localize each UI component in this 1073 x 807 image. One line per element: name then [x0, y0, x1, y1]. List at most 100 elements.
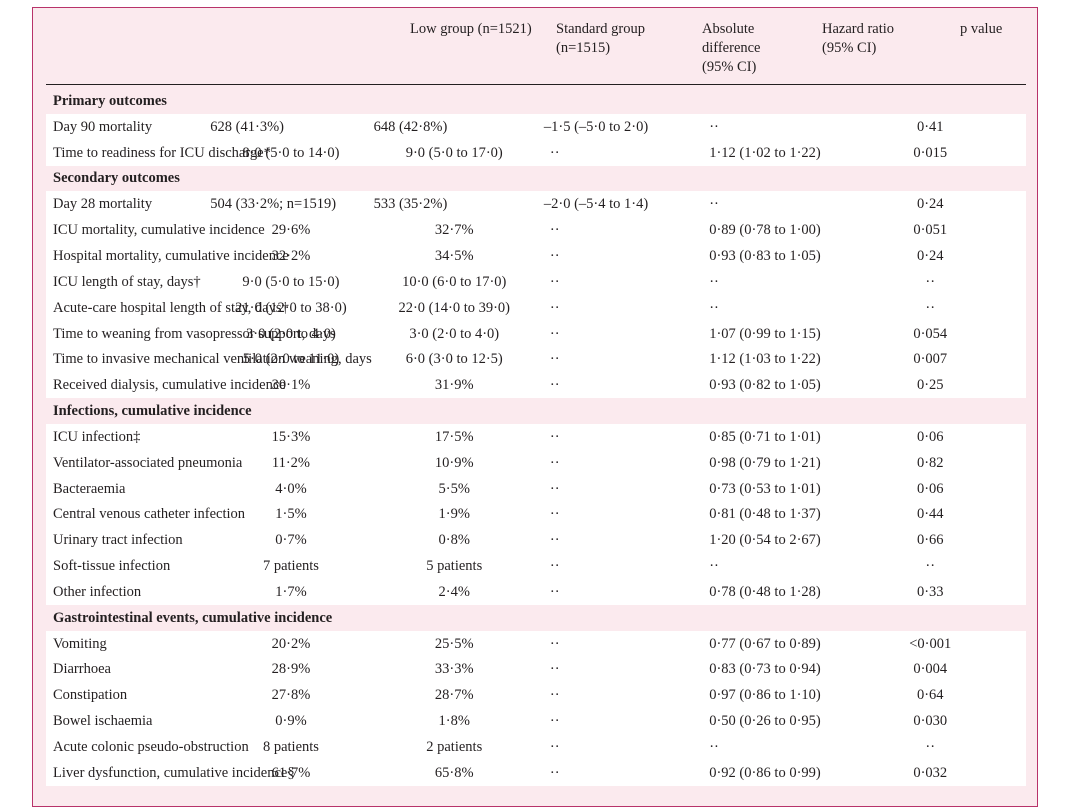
- outcome-label: Vomiting: [46, 630, 210, 657]
- results-table: Primary outcomes Day 90 mortality 628 (41·…: [46, 88, 1026, 786]
- hazard-ratio-value: 1·12 (1·02 to 1·22): [699, 139, 863, 166]
- absolute-difference-value: ··: [535, 423, 700, 450]
- standard-group-value: 9·0 (5·0 to 17·0): [372, 139, 536, 166]
- standard-group-value: 5 patients: [372, 553, 536, 580]
- table-row: Vomiting 20·2% 25·5% ·· 0·77 (0·67 to 0·89) <…: [46, 630, 1026, 657]
- low-group-value: 30·1%: [209, 372, 373, 399]
- table-row: ICU infection‡ 15·3% 17·5% ·· 0·85 (0·71 to …: [46, 423, 1026, 450]
- table-row: Urinary tract infection 0·7% 0·8% ·· 1·20 (0…: [46, 527, 1026, 554]
- hazard-ratio-value: 1·07 (0·99 to 1·15): [699, 320, 863, 347]
- section-title: Infections, cumulative incidence: [46, 398, 1026, 424]
- low-group-value: 32·2%: [209, 243, 373, 269]
- table-row: Constipation 27·8% 28·7% ·· 0·97 (0·86 to 1·…: [46, 682, 1026, 709]
- absolute-difference-value: ··: [535, 527, 700, 554]
- table-row: Other infection 1·7% 2·4% ·· 0·78 (0·48 to 1…: [46, 579, 1026, 605]
- outcome-label: Time to readiness for ICU discharge*: [46, 139, 271, 166]
- low-group-value: 20·2%: [209, 630, 373, 657]
- p-value: ··: [862, 294, 1026, 321]
- standard-group-value: 3·0 (2·0 to 4·0): [372, 320, 536, 347]
- hazard-ratio-value: 1·20 (0·54 to 2·67): [699, 527, 863, 554]
- p-value: 0·06: [862, 475, 1026, 502]
- outcome-label: Received dialysis, cumulative incidence: [46, 372, 286, 399]
- low-group-value: 28·9%: [209, 656, 373, 683]
- section-title: Gastrointestinal events, cumulative inci…: [46, 604, 1026, 631]
- absolute-difference-value: –1·5 (–5·0 to 2·0): [535, 113, 700, 140]
- table-row: Received dialysis, cumulative incidence 3…: [46, 372, 1026, 399]
- low-group-value: 628 (41·3%): [209, 113, 373, 140]
- outcome-label: Bowel ischaemia: [46, 708, 210, 735]
- outcome-label: Acute colonic pseudo-obstruction: [46, 734, 249, 760]
- absolute-difference-value: ··: [535, 320, 700, 347]
- absolute-difference-value: ··: [535, 217, 700, 244]
- section-header-row: Secondary outcomes: [46, 165, 1026, 192]
- absolute-difference-value: ··: [535, 734, 700, 760]
- hazard-ratio-value: 0·50 (0·26 to 0·95): [699, 708, 863, 735]
- outcome-label: Time to invasive mechanical ventilation …: [46, 346, 372, 373]
- standard-group-value: 10·0 (6·0 to 17·0): [372, 268, 536, 295]
- standard-group-value: 6·0 (3·0 to 12·5): [372, 346, 536, 373]
- standard-group-value: 2 patients: [372, 734, 536, 760]
- standard-group-value: 34·5%: [372, 243, 536, 269]
- hazard-ratio-value: ··: [699, 191, 863, 218]
- hazard-ratio-value: 1·12 (1·03 to 1·22): [699, 346, 863, 373]
- standard-group-value: 22·0 (14·0 to 39·0): [372, 294, 536, 321]
- table-row: Liver dysfunction, cumulative incidence§…: [46, 759, 1026, 786]
- table-row: Central venous catheter infection 1·5% 1·9…: [46, 501, 1026, 528]
- outcome-label: Other infection: [46, 579, 210, 605]
- p-value: 0·054: [862, 320, 1026, 347]
- results-table-body: Primary outcomes Day 90 mortality 628 (41·…: [46, 88, 1026, 786]
- p-value: 0·64: [862, 682, 1026, 709]
- p-value: 0·015: [862, 139, 1026, 166]
- outcome-label: Acute-care hospital length of stay, days…: [46, 294, 289, 321]
- absolute-difference-value: ··: [535, 501, 700, 528]
- table-row: Diarrhoea 28·9% 33·3% ·· 0·83 (0·73 to 0·94)…: [46, 656, 1026, 683]
- low-group-value: 8·0 (5·0 to 14·0): [209, 139, 373, 166]
- standard-group-value: 648 (42·8%): [372, 113, 536, 140]
- standard-group-value: 65·8%: [372, 759, 536, 786]
- absolute-difference-value: ··: [535, 630, 700, 657]
- p-value: ··: [862, 734, 1026, 760]
- standard-group-value: 17·5%: [372, 423, 536, 450]
- standard-group-value: 0·8%: [372, 527, 536, 554]
- standard-group-value: 33·3%: [372, 656, 536, 683]
- absolute-difference-value: ··: [535, 656, 700, 683]
- table-row: Time to readiness for ICU discharge* 8·0 …: [46, 139, 1026, 166]
- low-group-value: 3·0 (2·0 to 4·0): [209, 320, 373, 347]
- low-group-value: 4·0%: [209, 475, 373, 502]
- standard-group-value: 1·8%: [372, 708, 536, 735]
- table-row: Ventilator-associated pneumonia 11·2% 10·9…: [46, 449, 1026, 476]
- low-group-value: 7 patients: [209, 553, 373, 580]
- absolute-difference-value: ··: [535, 475, 700, 502]
- low-group-value: 11·2%: [209, 449, 373, 476]
- section-title: Secondary outcomes: [46, 165, 1026, 192]
- table-row: Time to invasive mechanical ventilation …: [46, 346, 1026, 373]
- p-value: 0·24: [862, 191, 1026, 218]
- absolute-difference-value: ··: [535, 372, 700, 399]
- outcome-label: ICU length of stay, days†: [46, 268, 210, 295]
- p-value: 0·82: [862, 449, 1026, 476]
- table-row: Day 90 mortality 628 (41·3%) 648 (42·8%) –1…: [46, 113, 1026, 140]
- hazard-ratio-value: ··: [699, 734, 863, 760]
- low-group-value: 504 (33·2%; n=1519): [209, 191, 373, 218]
- header-rule: [46, 84, 1026, 85]
- p-value: 0·007: [862, 346, 1026, 373]
- outcome-label: Constipation: [46, 682, 210, 709]
- absolute-difference-value: ··: [535, 708, 700, 735]
- low-group-value: 15·3%: [209, 423, 373, 450]
- outcome-label: ICU mortality, cumulative incidence: [46, 217, 265, 244]
- p-value: 0·25: [862, 372, 1026, 399]
- low-group-value: 8 patients: [209, 734, 373, 760]
- table-row: Hospital mortality, cumulative incidence…: [46, 243, 1026, 269]
- low-group-value: 61·7%: [209, 759, 373, 786]
- table-row: Bacteraemia 4·0% 5·5% ·· 0·73 (0·53 to 1·01)…: [46, 475, 1026, 502]
- standard-group-value: 1·9%: [372, 501, 536, 528]
- absolute-difference-value: ··: [535, 449, 700, 476]
- column-header-low-group: Low group (n=1521): [410, 21, 532, 37]
- absolute-difference-value: ··: [535, 759, 700, 786]
- table-row: ICU length of stay, days† 9·0 (5·0 to 15·…: [46, 268, 1026, 295]
- outcome-label: ICU infection‡: [46, 423, 210, 450]
- low-group-value: 9·0 (5·0 to 15·0): [209, 268, 373, 295]
- standard-group-value: 32·7%: [372, 217, 536, 244]
- section-header-row: Gastrointestinal events, cumulative inci…: [46, 604, 1026, 631]
- hazard-ratio-value: 0·83 (0·73 to 0·94): [699, 656, 863, 683]
